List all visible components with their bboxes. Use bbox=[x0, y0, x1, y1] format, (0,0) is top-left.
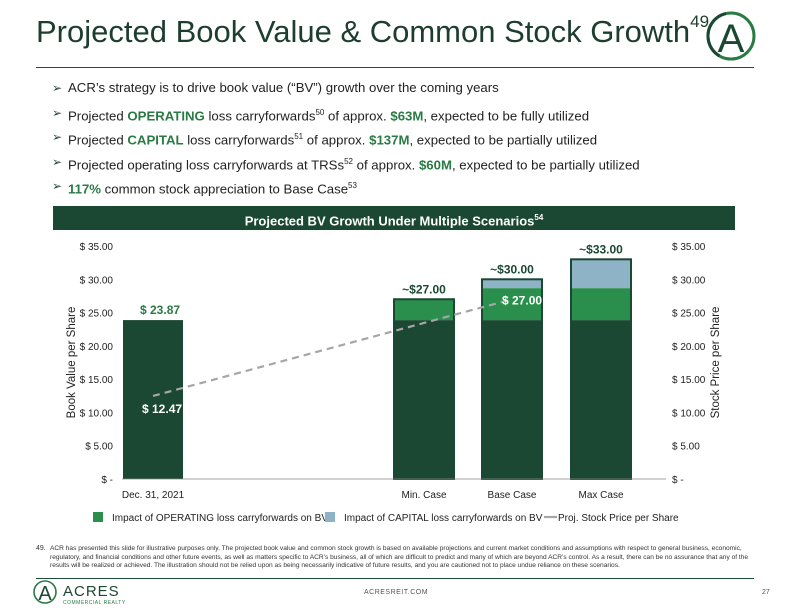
footer-divider bbox=[36, 578, 754, 579]
bar-segment bbox=[571, 259, 631, 289]
chart-header: Projected BV Growth Under Multiple Scena… bbox=[53, 206, 735, 230]
bar-value-label: ~$30.00 bbox=[490, 262, 534, 276]
bullet-item: ➢ 117% common stock appreciation to Base … bbox=[52, 178, 752, 203]
bar-segment bbox=[394, 299, 454, 321]
y-tick-right: $ 20.00 bbox=[672, 342, 706, 353]
footer-url[interactable]: ACRESREIT.COM bbox=[363, 589, 429, 596]
y-tick-right: $ - bbox=[672, 475, 684, 486]
legend-label: Proj. Stock Price per Share bbox=[558, 513, 679, 524]
page-title: Projected Book Value & Common Stock Grow… bbox=[36, 12, 710, 49]
bullet-text: $63M bbox=[390, 107, 424, 123]
title-divider bbox=[36, 67, 754, 68]
bullet-text: $60M bbox=[418, 156, 452, 172]
page-number: 27 bbox=[762, 589, 770, 596]
footer-logo-letter: A bbox=[38, 583, 52, 605]
bullet-text: , expected to be fully utilized bbox=[423, 107, 590, 123]
footer-logo-ring-icon bbox=[33, 580, 57, 604]
bullet-text: 117% bbox=[68, 181, 102, 197]
bullet-text: of approx. bbox=[303, 132, 370, 148]
bullet-arrow-icon: ➢ bbox=[52, 130, 63, 144]
bar-segment bbox=[482, 279, 542, 289]
y-axis-label-left: Book Value per Share bbox=[66, 307, 78, 419]
footer-brand: ACRES bbox=[63, 583, 120, 600]
footnote-number: 49. bbox=[36, 545, 46, 552]
y-tick-left: $ 25.00 bbox=[80, 309, 114, 320]
x-tick-label: Min. Case bbox=[401, 490, 446, 501]
bullet-text: 52 bbox=[344, 156, 353, 166]
bullet-text: , expected to be partially utilized bbox=[451, 156, 640, 172]
y-tick-left: $ 20.00 bbox=[80, 342, 114, 353]
y-tick-right: $ 10.00 bbox=[672, 408, 706, 419]
bullet-text: CAPITAL bbox=[127, 132, 184, 148]
x-tick-label: Max Case bbox=[578, 490, 623, 501]
y-tick-left: $ 15.00 bbox=[80, 375, 114, 386]
y-tick-right: $ 35.00 bbox=[672, 242, 706, 253]
bullet-arrow-icon: ➢ bbox=[52, 81, 63, 95]
footer-logo: A ACRES COMMERCIAL REALTY bbox=[33, 580, 126, 606]
bullet-item: ➢ Projected CAPITAL loss carryforwards51 … bbox=[52, 129, 752, 154]
bar-segment bbox=[571, 320, 631, 479]
x-tick-label: Dec. 31, 2021 bbox=[122, 490, 185, 501]
legend-label: Impact of CAPITAL loss carryforwards on … bbox=[344, 513, 543, 524]
y-axis-label-right: Stock Price per Share bbox=[710, 307, 722, 419]
bullet-text: 51 bbox=[294, 132, 304, 141]
bullet-item: ➢ Projected OPERATING loss carryforwards5… bbox=[52, 105, 752, 130]
legend-label: Impact of OPERATING loss carryforwards o… bbox=[112, 513, 328, 524]
logo-letter: A bbox=[718, 17, 745, 61]
price-point-label: $ 27.00 bbox=[502, 293, 542, 307]
bar-value-label: ~$33.00 bbox=[579, 242, 623, 256]
bullet-text: loss carryforwards bbox=[204, 107, 316, 123]
bullet-text: Projected bbox=[68, 107, 128, 123]
bullet-text: OPERATING bbox=[127, 107, 205, 123]
bullet-list: ➢ ACR’s strategy is to drive book value (… bbox=[52, 80, 752, 203]
bullet-arrow-icon: ➢ bbox=[52, 105, 63, 120]
footer-brand-sub: COMMERCIAL REALTY bbox=[63, 600, 126, 606]
stock-price-line bbox=[152, 298, 513, 398]
bullet-arrow-icon: ➢ bbox=[52, 179, 63, 193]
y-tick-right: $ 5.00 bbox=[672, 442, 700, 453]
bar-value-label: ~$27.00 bbox=[402, 282, 446, 296]
y-tick-left: $ - bbox=[101, 475, 113, 486]
bullet-text: $137M bbox=[369, 132, 410, 148]
x-tick-label: Base Case bbox=[488, 490, 537, 501]
bullet-text: common stock appreciation to Base Case bbox=[101, 181, 349, 197]
y-tick-right: $ 30.00 bbox=[672, 275, 706, 286]
bullet-text: 53 bbox=[348, 181, 357, 190]
bar-value-label: $ 23.87 bbox=[140, 303, 180, 317]
y-tick-right: $ 15.00 bbox=[672, 375, 706, 386]
bullet-text: 50 bbox=[315, 107, 325, 117]
legend-swatch bbox=[325, 512, 335, 522]
bullet-item: ➢ ACR’s strategy is to drive book value (… bbox=[52, 80, 752, 105]
bullet-arrow-icon: ➢ bbox=[52, 154, 63, 169]
acres-logo-icon: A bbox=[706, 11, 756, 61]
y-tick-left: $ 35.00 bbox=[80, 242, 114, 253]
bar-segment bbox=[482, 320, 542, 479]
bar-segment bbox=[123, 320, 183, 479]
y-tick-right: $ 25.00 bbox=[672, 309, 706, 320]
y-tick-left: $ 10.00 bbox=[80, 408, 114, 419]
y-tick-left: $ 30.00 bbox=[80, 275, 114, 286]
bullet-text: of approx. bbox=[324, 107, 391, 123]
bullet-text: of approx. bbox=[352, 156, 419, 172]
price-point-label: $ 12.47 bbox=[142, 402, 182, 416]
y-tick-left: $ 5.00 bbox=[85, 442, 113, 453]
bar-segment bbox=[394, 320, 454, 479]
bullet-text: Projected bbox=[68, 132, 128, 148]
bullet-text: loss carryforwards bbox=[183, 132, 295, 148]
bar-segment bbox=[571, 288, 631, 321]
bullet-item: ➢ Projected operating loss carryforwards … bbox=[52, 154, 752, 179]
bullet-text: ACR’s strategy is to drive book value (“… bbox=[68, 80, 499, 95]
footnote: 49. ACR has presented this slide for ill… bbox=[36, 545, 762, 571]
bullet-text: Projected operating loss carryforwards a… bbox=[68, 156, 345, 172]
bullet-text: , expected to be partially utilized bbox=[409, 132, 598, 148]
footnote-text: ACR has presented this slide for illustr… bbox=[50, 545, 749, 570]
legend-swatch bbox=[93, 512, 103, 522]
